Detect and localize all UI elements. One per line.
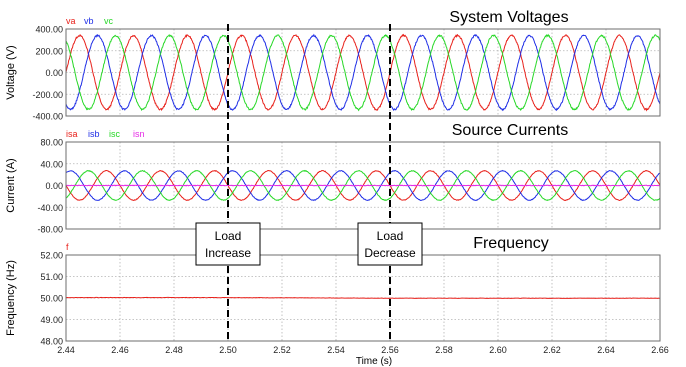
series-line-vb [65,33,661,112]
y-tick-label: 50.00 [40,294,63,304]
plot-frame [65,28,661,117]
y-axis-label: Frequency (Hz) [5,260,17,336]
series-line-isn [65,184,661,187]
x-tick-label: 2.56 [381,345,399,355]
y-tick-label: 80.00 [40,138,63,148]
x-tick-label: 2.44 [57,345,75,355]
event-label-line1: Load [377,229,404,243]
series-group [65,296,661,299]
x-tick-label: 2.48 [165,345,183,355]
x-tick-label: 2.54 [327,345,345,355]
y-axis-label: Current (A) [5,158,17,212]
y-tick-label: 0.00 [45,181,63,191]
event-label-box [195,222,261,266]
panel-2: 80.00 40.00 0.00 -40.00 -80.00 Current (A) Sou… [5,122,661,235]
panel-3: 52.00 51.00 50.00 49.00 48.00 Frequency (Hz) F… [5,235,661,347]
x-tick-label: 2.52 [273,345,291,355]
y-tick-label: 51.00 [40,272,63,282]
y-axis-label: Voltage (V) [5,45,17,99]
series-line-va [65,33,661,112]
legend-vb: vb [84,16,94,26]
x-tick-label: 2.62 [543,345,561,355]
panel-1: 400.00 200.00 0.00 -200.00 -400.00 Voltage (V… [5,9,661,122]
x-tick-label: 2.66 [651,345,669,355]
y-tick-label: -200.00 [32,90,63,100]
series-group [65,169,661,202]
legend-isa: isa [66,129,78,139]
x-tick-label: 2.58 [435,345,453,355]
legend-vc: vc [104,16,114,26]
legend-va: va [66,16,76,26]
chart-title: Frequency [473,235,549,252]
x-axis-label: Time (s) [356,356,392,367]
y-tick-label: 40.00 [40,159,63,169]
y-tick-label: 48.00 [40,337,63,347]
y-tick-label: 0.00 [45,68,63,78]
y-tick-label: 49.00 [40,315,63,325]
panels: 400.00 200.00 0.00 -200.00 -400.00 Voltage (V… [5,9,661,347]
series-line-f [65,296,661,299]
event-label-line2: Increase [205,246,251,260]
event-label-box [357,222,423,266]
y-tick-label: 400.00 [35,25,63,35]
chart-title: Source Currents [452,122,569,139]
y-tick-label: -400.00 [32,112,63,122]
legend-isb: isb [88,129,100,139]
x-tick-label: 2.60 [489,345,507,355]
y-tick-label: -40.00 [37,203,63,213]
x-tick-label: 2.64 [597,345,615,355]
event-label-line2: Decrease [364,246,416,260]
legend-isn: isn [133,129,145,139]
series-line-vc [65,33,661,112]
chart-title: System Voltages [449,9,568,26]
event-markers: Load Increase Load Decrease [195,24,423,343]
y-tick-label: 200.00 [35,46,63,56]
event-label-line1: Load [215,229,242,243]
legend-isc: isc [109,129,120,139]
legend-f: f [66,242,69,252]
y-tick-label: -80.00 [37,225,63,235]
y-tick-label: 52.00 [40,251,63,261]
x-tick-label: 2.50 [219,345,237,355]
x-tick-label: 2.46 [111,345,129,355]
x-axis-ticks: 2.44 2.46 2.48 2.50 2.52 2.54 2.56 2.58 2.60 2.62… [57,345,669,355]
series-group [65,33,661,112]
